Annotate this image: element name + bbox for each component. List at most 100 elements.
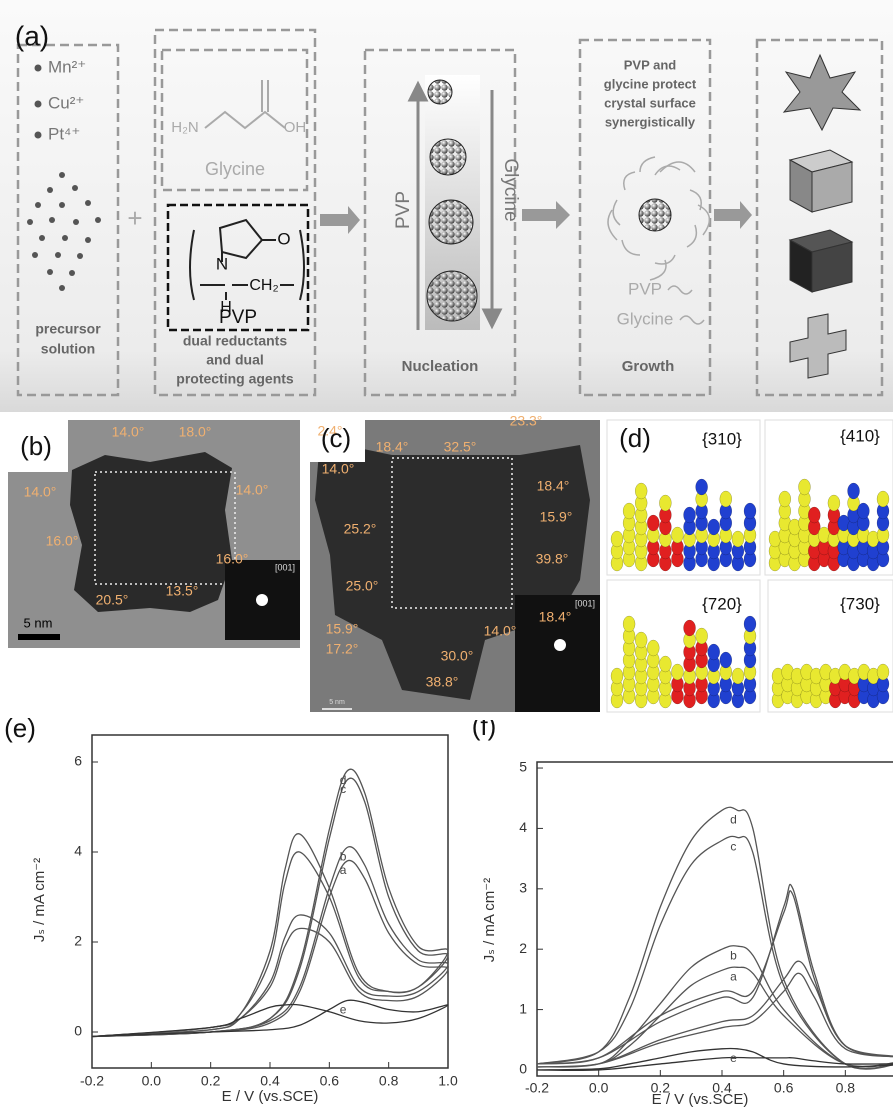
panel-c bbox=[310, 420, 600, 712]
y-tick-label: 1 bbox=[519, 1000, 527, 1016]
sphere bbox=[622, 502, 636, 520]
sphere bbox=[683, 506, 696, 524]
panel-label: (a) bbox=[15, 20, 49, 51]
y-axis-label: Jₛ / mA cm⁻² bbox=[31, 858, 48, 942]
caption: Nucleation bbox=[402, 358, 479, 375]
growth-cluster bbox=[638, 198, 672, 232]
pvp-name: PVP bbox=[219, 307, 257, 328]
heading: synergistically bbox=[605, 114, 696, 129]
inset-spot-b bbox=[256, 594, 268, 606]
panel-d bbox=[605, 419, 893, 713]
sphere bbox=[610, 530, 624, 548]
plus-sign: + bbox=[127, 203, 142, 233]
series-label: b bbox=[730, 948, 737, 962]
caption: solution bbox=[41, 341, 95, 357]
chem-label: OH bbox=[284, 119, 307, 136]
growth-ligands bbox=[607, 156, 711, 325]
cv-curve bbox=[536, 1047, 893, 1072]
chart-title: (e) bbox=[4, 713, 36, 743]
sphere bbox=[827, 494, 841, 512]
panel-label: (c) bbox=[321, 423, 351, 453]
angle-label: 23.3° bbox=[510, 413, 543, 429]
chart-f: (f) Jₛ / mA cm⁻² E / V (vs.SCE) 0 1 2 3 4 5 -0.2 0… bbox=[472, 711, 893, 1107]
sphere bbox=[778, 490, 792, 508]
sphere bbox=[743, 502, 757, 520]
cv-curve bbox=[536, 966, 893, 1068]
angle-label: 14.0° bbox=[236, 482, 269, 498]
angle-label: 13.5° bbox=[166, 583, 199, 599]
sphere bbox=[731, 667, 745, 685]
scale-label: 5 nm bbox=[24, 615, 53, 630]
angle-label: 15.9° bbox=[540, 509, 573, 525]
sphere bbox=[647, 514, 660, 532]
sphere bbox=[876, 490, 890, 508]
angle-label: 30.0° bbox=[441, 648, 474, 664]
growth-box bbox=[578, 38, 712, 397]
angle-label: 14.0° bbox=[112, 424, 145, 440]
series-label: c bbox=[340, 782, 346, 796]
sphere-array bbox=[768, 478, 890, 572]
inset-c bbox=[515, 595, 600, 712]
sphere bbox=[647, 639, 660, 657]
angle-label: 17.2° bbox=[326, 641, 359, 657]
chem-label: CH₂ bbox=[249, 277, 278, 294]
sphere bbox=[610, 667, 624, 685]
x-tick-label: 0.6 bbox=[320, 1073, 340, 1089]
sphere bbox=[876, 663, 890, 681]
heading: glycine protect bbox=[604, 76, 697, 91]
chart-e: (e) Jₛ / mA cm⁻² E / V (vs.SCE) 0 2 4 6 -0.2 0.0… bbox=[4, 713, 458, 1105]
caption: Growth bbox=[622, 358, 675, 375]
sphere-array bbox=[771, 663, 890, 709]
x-tick-label: 0.2 bbox=[201, 1073, 221, 1089]
sphere-array bbox=[610, 615, 757, 709]
outline-c bbox=[391, 457, 513, 609]
legend-label: Glycine bbox=[617, 309, 674, 328]
x-tick-label: 0.8 bbox=[836, 1080, 856, 1096]
glycine-structure bbox=[204, 80, 286, 130]
outline-b bbox=[94, 471, 236, 585]
ion-label: Mn²⁺ bbox=[48, 57, 86, 76]
angle-label: 38.8° bbox=[426, 674, 459, 690]
facet-label: {720} bbox=[702, 594, 742, 613]
sphere bbox=[659, 494, 672, 512]
x-tick-label: 0.8 bbox=[379, 1073, 399, 1089]
sphere-array bbox=[610, 478, 757, 572]
nucleation-box bbox=[363, 48, 517, 397]
precursor-box bbox=[16, 43, 120, 397]
sphere bbox=[857, 502, 870, 520]
angle-label: 14.0° bbox=[24, 484, 57, 500]
sphere bbox=[707, 643, 720, 661]
cv-curve bbox=[91, 768, 449, 1038]
sphere bbox=[695, 478, 708, 496]
ion-label: Pt⁴⁺ bbox=[48, 124, 80, 143]
y-axis-label: Jₛ / mA cm⁻² bbox=[481, 878, 498, 962]
inset-label: [001] bbox=[575, 598, 595, 608]
inset-label: [001] bbox=[275, 562, 295, 572]
x-tick-label: 1.0 bbox=[438, 1073, 458, 1089]
y-tick-label: 4 bbox=[519, 819, 527, 835]
cv-curve bbox=[91, 777, 449, 1038]
nucleation-arrows bbox=[407, 80, 503, 330]
inset-spot-c bbox=[554, 639, 566, 651]
cv-curve bbox=[91, 846, 449, 1038]
sphere bbox=[707, 518, 720, 536]
series-label: a bbox=[730, 969, 737, 983]
cv-curve bbox=[91, 999, 449, 1038]
x-axis-label: E / V (vs.SCE) bbox=[652, 1091, 749, 1107]
y-tick-label: 0 bbox=[74, 1023, 82, 1039]
panel-label: (b) bbox=[20, 431, 52, 461]
sphere bbox=[683, 619, 696, 637]
x-tick-label: 0.2 bbox=[651, 1080, 671, 1096]
sphere bbox=[695, 627, 708, 645]
angle-label: 18.4° bbox=[376, 439, 409, 455]
chem-label: O bbox=[277, 229, 290, 248]
ion-label: Cu²⁺ bbox=[48, 93, 84, 112]
scale-bar-c bbox=[322, 708, 352, 710]
clusters bbox=[426, 79, 478, 322]
x-axis-label: E / V (vs.SCE) bbox=[222, 1088, 319, 1105]
chart-title: (f) bbox=[472, 711, 497, 741]
angle-label: 25.2° bbox=[344, 521, 377, 537]
arrow-label: Glycine bbox=[500, 158, 521, 221]
facet-label: {310} bbox=[702, 429, 742, 448]
nanocrystal-b bbox=[70, 452, 232, 612]
